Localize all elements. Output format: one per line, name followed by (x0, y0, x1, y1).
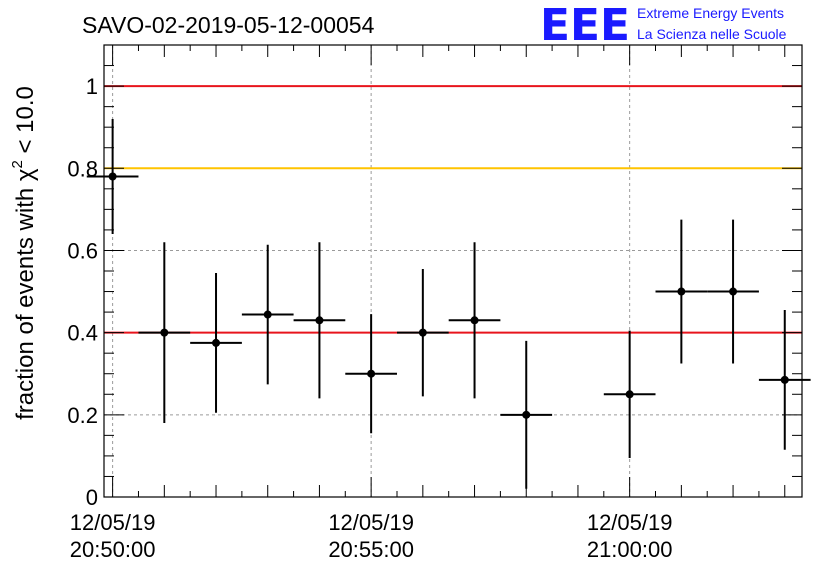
point-marker (160, 328, 169, 337)
point-marker (263, 310, 272, 319)
x-tick-label-date: 12/05/19 (328, 510, 414, 535)
data-point-8 (448, 242, 501, 399)
eee-logo-line2: La Scienza nelle Scuole (637, 26, 787, 42)
data-point-3 (190, 273, 242, 413)
x-tick-label-date: 12/05/19 (70, 510, 156, 535)
y-axis-label: fraction of events with χ2 < 10.0 (9, 86, 39, 420)
points-layer (86, 118, 811, 489)
y-tick-label: 0.8 (67, 156, 98, 181)
x-tick-label-time: 20:55:00 (328, 537, 414, 562)
x-tick-label-time: 20:50:00 (70, 537, 156, 562)
point-marker (418, 328, 427, 337)
y-tick-label: 1 (86, 74, 98, 99)
y-axis-label-main: fraction of events with χ (12, 168, 39, 420)
point-marker (522, 410, 531, 419)
data-point-10 (603, 330, 656, 458)
data-point-7 (396, 268, 449, 397)
point-marker (729, 287, 738, 296)
y-axis-label-tail: < 10.0 (12, 86, 39, 160)
data-point-9 (500, 340, 553, 489)
data-point-1 (86, 118, 139, 235)
point-marker (677, 287, 686, 296)
point-marker (625, 390, 634, 399)
point-marker (212, 338, 221, 347)
y-tick-label: 0.2 (67, 403, 98, 428)
y-tick-label: 0 (86, 485, 98, 510)
data-point-2 (138, 242, 191, 424)
eee-logo-line1: Extreme Energy Events (637, 5, 784, 21)
y-axis-label-sup: 2 (9, 160, 26, 168)
data-point-4 (241, 244, 294, 385)
point-marker (470, 316, 479, 325)
y-tick-label: 0.6 (67, 238, 98, 263)
x-tick-label-time: 21:00:00 (587, 537, 673, 562)
chart-title: SAVO-02-2019-05-12-00054 (82, 12, 375, 38)
data-point-11 (655, 219, 708, 364)
threshold-layer (104, 85, 802, 334)
y-tick-label: 0.4 (67, 321, 98, 346)
point-marker (780, 375, 789, 384)
x-tick-label-date: 12/05/19 (587, 510, 673, 535)
data-point-6 (345, 314, 397, 434)
point-marker (315, 316, 324, 325)
data-point-12 (707, 219, 759, 364)
axis-layer: 00.20.40.60.8112/05/1920:50:0012/05/1920… (67, 44, 803, 562)
point-marker (108, 172, 117, 181)
data-point-5 (293, 242, 346, 399)
eee-logo-letters: EEE (540, 0, 630, 51)
eee-logo: EEE Extreme Energy Events La Scienza nel… (540, 0, 787, 51)
point-marker (367, 369, 376, 378)
